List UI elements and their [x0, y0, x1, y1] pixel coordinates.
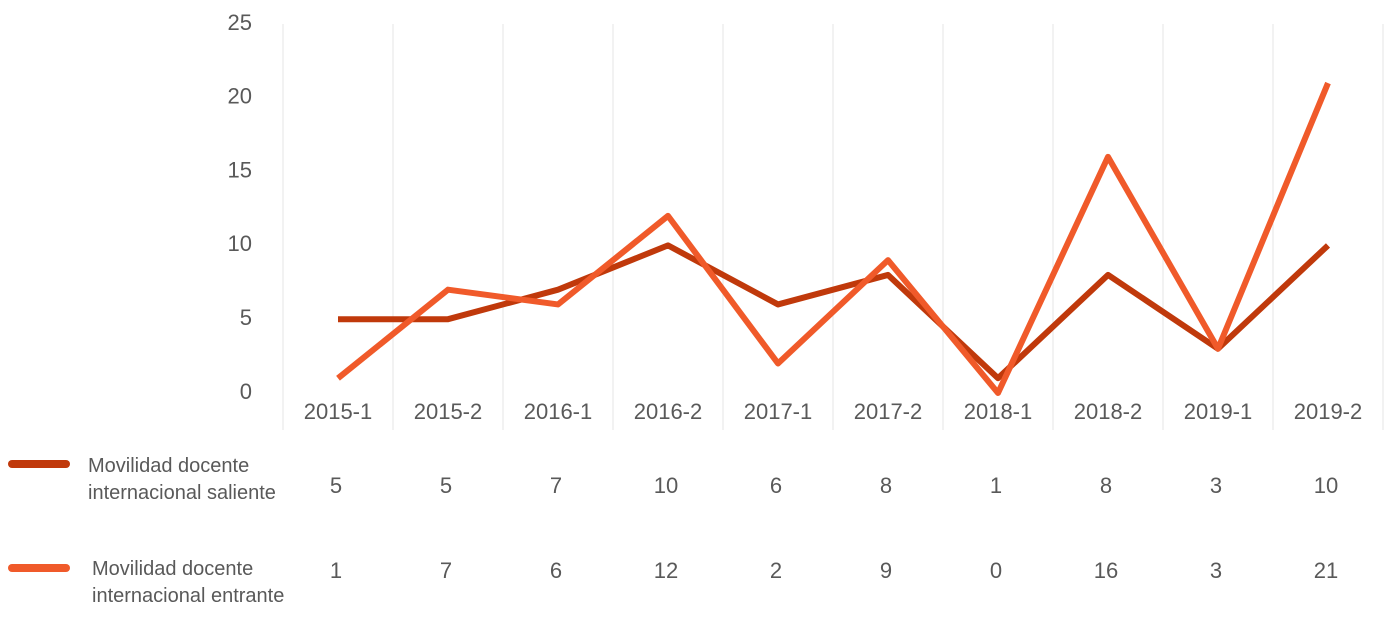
table-value: 12	[654, 558, 678, 583]
table-value: 5	[330, 473, 342, 498]
table-value: 21	[1314, 558, 1338, 583]
table-value: 5	[440, 473, 452, 498]
x-tick-label: 2018-2	[1074, 399, 1143, 424]
y-tick-label: 5	[240, 305, 252, 330]
x-tick-label: 2015-1	[304, 399, 373, 424]
legend-label: Movilidad docente internacional entrante	[92, 558, 285, 607]
series-line	[336, 81, 1331, 396]
series-line	[338, 242, 1331, 382]
legend-label-box: Movilidad docente internacional saliente	[88, 455, 276, 504]
table-value: 16	[1094, 558, 1118, 583]
y-tick-label: 10	[228, 231, 252, 256]
x-tick-label: 2017-1	[744, 399, 813, 424]
table-value: 2	[770, 558, 782, 583]
table-value: 6	[770, 473, 782, 498]
x-tick-label: 2016-1	[524, 399, 593, 424]
y-tick-label: 20	[228, 84, 252, 109]
table-value: 1	[330, 558, 342, 583]
x-tick-label: 2016-2	[634, 399, 703, 424]
table-value: 9	[880, 558, 892, 583]
table-value: 7	[440, 558, 452, 583]
table-value: 1	[990, 473, 1002, 498]
x-tick-label: 2019-2	[1294, 399, 1363, 424]
table-value: 7	[550, 473, 562, 498]
y-tick-label: 0	[240, 379, 252, 404]
legend-label-box: Movilidad docente internacional entrante	[92, 558, 285, 607]
table-value: 10	[654, 473, 678, 498]
x-tick-label: 2015-2	[414, 399, 483, 424]
legend-label: Movilidad docente internacional saliente	[88, 455, 276, 504]
table-value: 0	[990, 558, 1002, 583]
table-value: 6	[550, 558, 562, 583]
y-tick-label: 25	[228, 10, 252, 35]
table-value: 3	[1210, 473, 1222, 498]
table-value: 10	[1314, 473, 1338, 498]
table-value: 8	[880, 473, 892, 498]
x-tick-label: 2018-1	[964, 399, 1033, 424]
x-tick-label: 2017-2	[854, 399, 923, 424]
table-value: 3	[1210, 558, 1222, 583]
table-value: 8	[1100, 473, 1112, 498]
x-tick-label: 2019-1	[1184, 399, 1253, 424]
y-tick-label: 15	[228, 157, 252, 182]
